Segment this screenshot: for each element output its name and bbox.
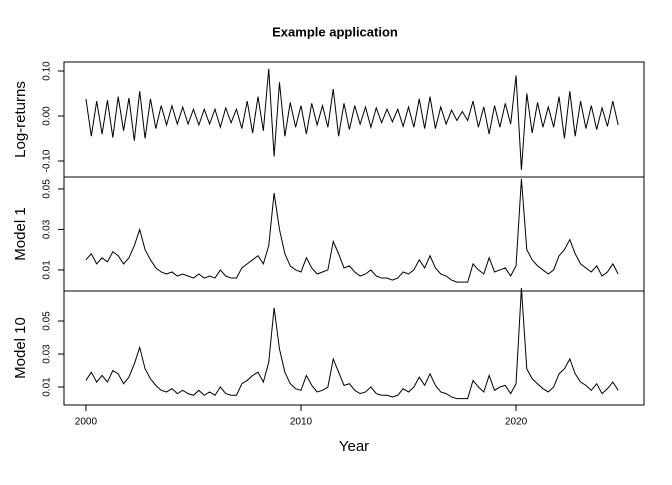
panel-frame	[63, 61, 645, 178]
x-tick-label: 2010	[290, 417, 313, 428]
y-tick-label: 0.05	[42, 179, 53, 199]
y-tick-label: 0.00	[42, 106, 53, 126]
y-tick-label: -0.10	[42, 149, 53, 172]
y-axis-label: Model 1	[12, 207, 29, 260]
y-tick-label: 0.01	[42, 260, 53, 280]
x-tick-label: 2000	[75, 417, 98, 428]
y-axis-label: Log-returns	[12, 81, 29, 158]
y-tick-label: 0.03	[42, 219, 53, 239]
x-tick-label: 2020	[505, 417, 528, 428]
panel-frame	[63, 290, 645, 406]
series-line	[85, 178, 619, 283]
panel-frame	[63, 176, 645, 292]
series-line	[85, 68, 619, 171]
y-tick-label: 0.01	[42, 377, 53, 397]
y-axis-label: Model 10	[12, 317, 29, 379]
x-axis-label: Year	[339, 438, 369, 455]
series-line	[85, 287, 619, 400]
y-tick-label: 0.05	[42, 311, 53, 331]
y-tick-label: 0.10	[42, 61, 53, 81]
y-tick-label: 0.03	[42, 344, 53, 364]
chart-title: Example application	[272, 24, 398, 39]
